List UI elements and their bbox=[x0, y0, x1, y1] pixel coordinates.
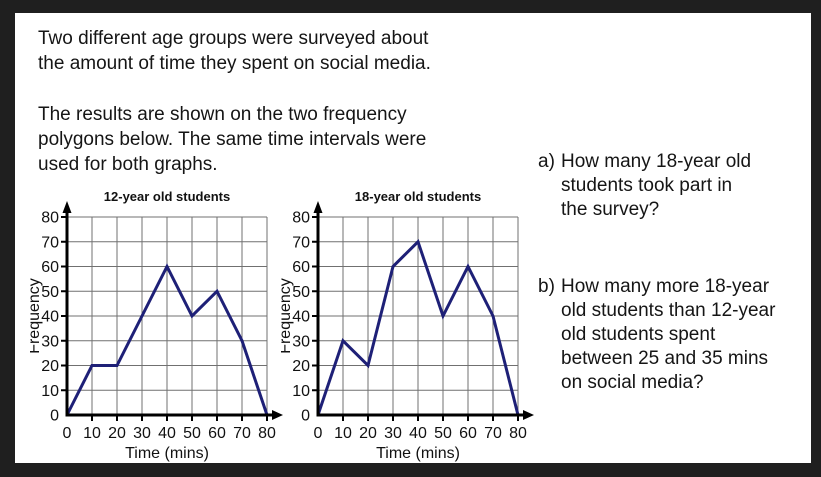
y-tick-label: 60 bbox=[41, 259, 59, 276]
x-tick-label: 80 bbox=[509, 425, 527, 442]
question-a-label: a) bbox=[538, 151, 555, 172]
y-tick-label: 50 bbox=[41, 284, 59, 301]
intro-paragraph-1: Two different age groups were surveyed a… bbox=[38, 28, 431, 74]
y-tick-label: 80 bbox=[292, 210, 310, 227]
x-tick-label: 0 bbox=[314, 425, 323, 442]
y-tick-label: 30 bbox=[292, 333, 310, 350]
x-tick-label: 20 bbox=[108, 425, 126, 442]
y-tick-label: 10 bbox=[292, 383, 310, 400]
x-tick-label: 60 bbox=[459, 425, 477, 442]
y-tick-label: 70 bbox=[292, 234, 310, 251]
x-tick-label: 60 bbox=[208, 425, 226, 442]
y-tick-label: 70 bbox=[41, 234, 59, 251]
x-tick-label: 70 bbox=[233, 425, 251, 442]
question-b-label: b) bbox=[538, 276, 555, 297]
y-tick-label: 30 bbox=[41, 333, 59, 350]
questions-column: a) How many 18-year old students took pa… bbox=[538, 150, 810, 395]
y-axis-title: Frequency bbox=[30, 278, 43, 354]
x-tick-label: 80 bbox=[258, 425, 276, 442]
y-axis-arrow-icon bbox=[313, 201, 323, 213]
question-a: a) How many 18-year old students took pa… bbox=[538, 150, 810, 222]
x-tick-label: 20 bbox=[359, 425, 377, 442]
y-tick-label: 60 bbox=[292, 259, 310, 276]
x-axis-title: Time (mins) bbox=[125, 445, 209, 462]
x-tick-label: 10 bbox=[334, 425, 352, 442]
x-tick-label: 10 bbox=[83, 425, 101, 442]
x-tick-label: 30 bbox=[384, 425, 402, 442]
y-axis-title: Frequency bbox=[281, 278, 294, 354]
intro-paragraph-2: The results are shown on the two frequen… bbox=[38, 104, 427, 175]
chart-title: 18-year old students bbox=[355, 189, 481, 204]
x-axis-title: Time (mins) bbox=[376, 445, 460, 462]
y-tick-label: 0 bbox=[50, 408, 59, 425]
chart-title: 12-year old students bbox=[104, 189, 230, 204]
x-axis-arrow-icon bbox=[523, 410, 534, 420]
y-tick-label: 10 bbox=[41, 383, 59, 400]
y-tick-label: 80 bbox=[41, 210, 59, 227]
x-tick-label: 50 bbox=[434, 425, 452, 442]
x-tick-label: 40 bbox=[409, 425, 427, 442]
frequency-polygon-line bbox=[316, 238, 520, 416]
x-tick-label: 70 bbox=[484, 425, 502, 442]
y-tick-label: 40 bbox=[292, 309, 310, 326]
y-tick-label: 40 bbox=[41, 309, 59, 326]
y-tick-label: 20 bbox=[292, 358, 310, 375]
y-tick-label: 0 bbox=[301, 408, 310, 425]
x-tick-label: 50 bbox=[183, 425, 201, 442]
y-tick-label: 50 bbox=[292, 284, 310, 301]
y-axis-arrow-icon bbox=[62, 201, 72, 213]
question-b-text: How many more 18-year old students than … bbox=[561, 276, 776, 393]
question-b: b) How many more 18-year old students th… bbox=[538, 275, 810, 395]
frequency-polygon-chart-12-year: 0 10 20 30 40 50 60 70 80 0 10 20 30 40 50 60 70 80 12-yea… bbox=[30, 189, 283, 462]
x-tick-label: 40 bbox=[158, 425, 176, 442]
worksheet-panel bbox=[15, 13, 811, 463]
frequency-polygon-chart-18-year: 0 10 20 30 40 50 60 70 80 0 10 20 30 40 50 60 70 80 18-yea… bbox=[281, 189, 534, 462]
frequency-polygon-line bbox=[65, 263, 269, 416]
y-tick-label: 20 bbox=[41, 358, 59, 375]
question-a-text: How many 18-year old students took part … bbox=[561, 151, 752, 220]
x-tick-label: 30 bbox=[133, 425, 151, 442]
x-axis-arrow-icon bbox=[272, 410, 283, 420]
x-tick-label: 0 bbox=[63, 425, 72, 442]
